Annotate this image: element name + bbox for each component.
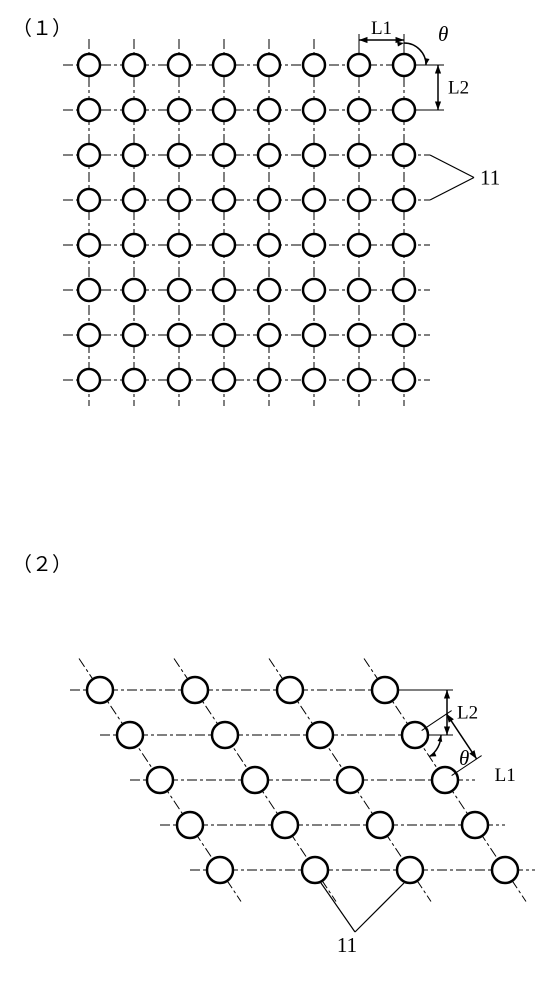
svg-text:θ: θ <box>459 746 469 770</box>
svg-text:θ: θ <box>438 22 448 46</box>
svg-text:L2: L2 <box>448 78 469 99</box>
fig1-label: （１） <box>12 12 72 41</box>
diagram-canvas: L1 L2 θ 11 L2 L1 θ 11 <box>0 0 559 1000</box>
svg-text:11: 11 <box>480 166 500 190</box>
svg-text:11: 11 <box>337 933 357 957</box>
fig2-label: （２） <box>12 548 72 577</box>
svg-text:L1: L1 <box>495 765 516 786</box>
svg-text:L2: L2 <box>457 703 478 724</box>
svg-text:L1: L1 <box>371 18 392 39</box>
page: （１） （２） L1 L2 θ 11 L2 L1 θ 11 <box>0 0 559 1000</box>
